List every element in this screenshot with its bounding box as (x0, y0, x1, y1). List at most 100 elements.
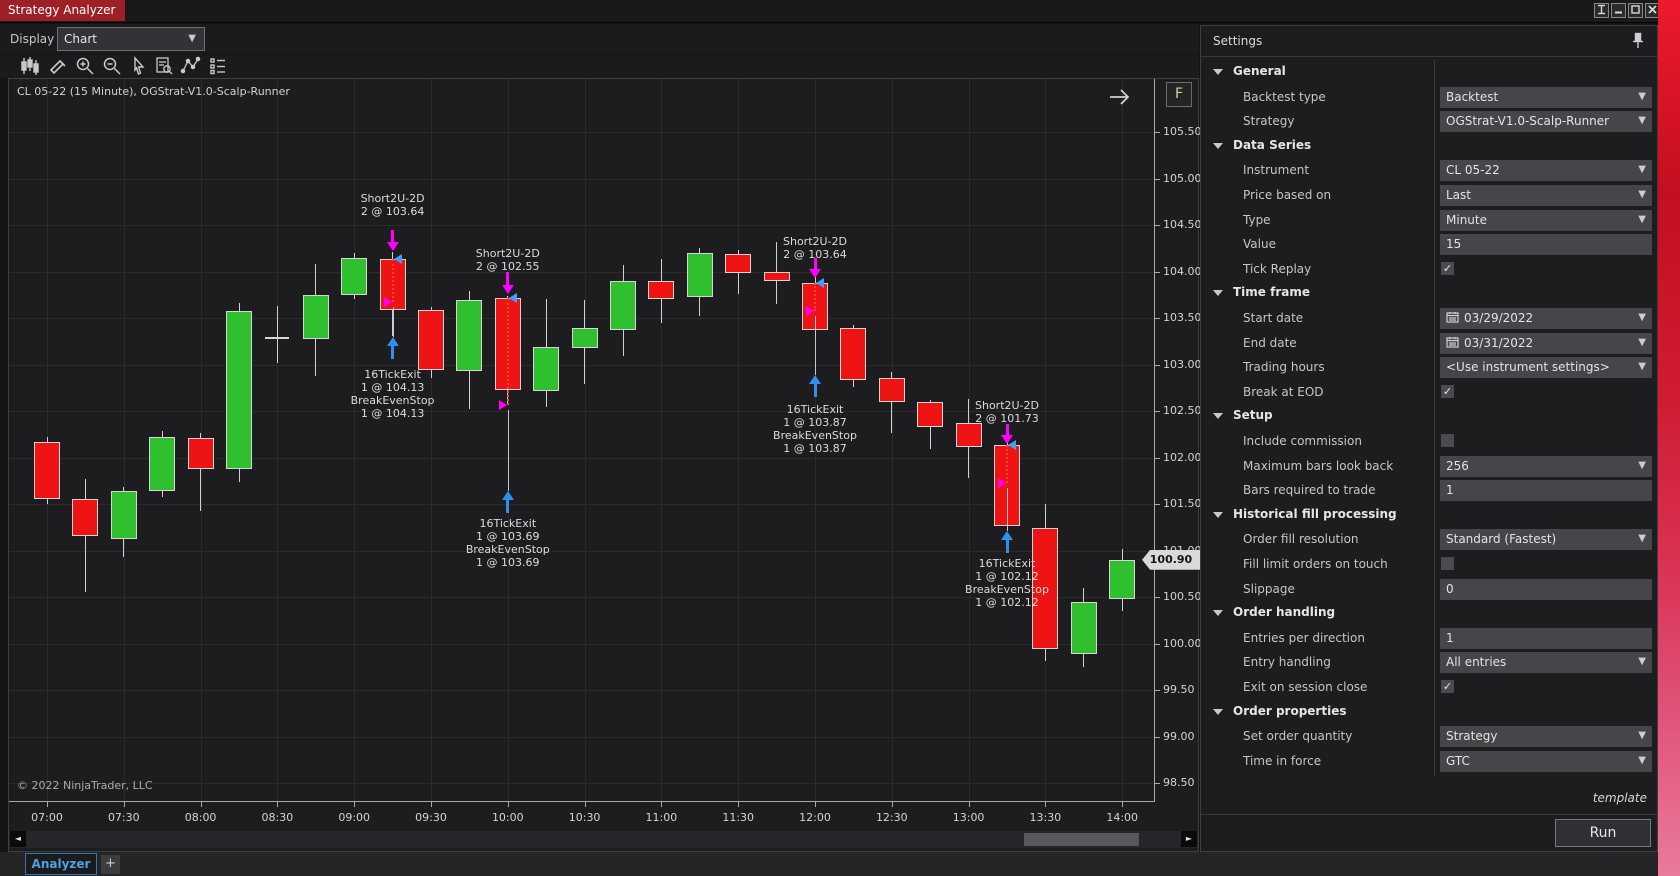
setting-input[interactable]: 0 (1440, 578, 1652, 600)
scroll-right-icon[interactable]: ► (1181, 831, 1197, 847)
candle-down[interactable] (955, 423, 982, 448)
setting-value: <Use instrument settings> (1446, 360, 1610, 375)
x-axis-label: 14:00 (1106, 811, 1139, 824)
zoom-out-icon[interactable] (100, 56, 124, 77)
setting-value: 03/31/2022 (1464, 335, 1534, 350)
setting-dropdown[interactable]: <Use instrument settings> ▼ (1440, 357, 1652, 379)
gridline-horizontal (9, 504, 1154, 505)
setting-checkbox[interactable] (1441, 557, 1454, 570)
link-icon[interactable] (1594, 3, 1609, 18)
indicator-icon[interactable] (179, 56, 203, 77)
candle-up[interactable] (1070, 601, 1097, 654)
template-link[interactable]: template (1592, 791, 1647, 805)
candle-up[interactable] (302, 294, 329, 340)
setting-dropdown[interactable]: Strategy ▼ (1440, 726, 1652, 748)
candle-down[interactable] (187, 437, 214, 469)
candle-doji[interactable] (265, 336, 290, 339)
setting-dropdown[interactable]: Standard (Fastest) ▼ (1440, 529, 1652, 551)
x-axis-tick (584, 802, 586, 807)
properties-icon[interactable] (206, 56, 230, 77)
setting-date[interactable]: 03/31/2022 ▼ (1440, 332, 1652, 354)
candle-wick (891, 371, 893, 434)
display-select[interactable]: Chart ▼ (57, 27, 205, 51)
setting-dropdown[interactable]: 256 ▼ (1440, 455, 1652, 477)
setting-dropdown[interactable]: Minute ▼ (1440, 209, 1652, 231)
setting-dropdown[interactable]: GTC ▼ (1440, 750, 1652, 772)
chevron-down-icon: ▼ (1638, 213, 1646, 225)
setting-checkbox[interactable]: ✓ (1441, 680, 1454, 693)
settings-row: Entries per direction 1 (1201, 626, 1657, 651)
settings-section-header[interactable]: Data Series (1201, 134, 1657, 159)
entry-fill-marker-icon (393, 254, 402, 265)
setting-dropdown[interactable]: All entries ▼ (1440, 652, 1652, 674)
x-axis-label: 13:00 (952, 811, 985, 824)
settings-section-header[interactable]: Historical fill processing (1201, 503, 1657, 528)
candle-up[interactable] (456, 300, 483, 371)
gridline-horizontal (9, 318, 1154, 319)
scroll-left-icon[interactable]: ◄ (10, 831, 26, 847)
candle-down[interactable] (878, 378, 905, 402)
settings-row: Order fill resolution Standard (Fastest) ▼ (1201, 527, 1657, 552)
chevron-down-icon: ▼ (1638, 115, 1646, 127)
setting-dropdown[interactable]: OGStrat-V1.0-Scalp-Runner ▼ (1440, 111, 1652, 133)
exit-up-arrow-icon (386, 336, 399, 346)
setting-dropdown[interactable]: Last ▼ (1440, 185, 1652, 206)
candle-down[interactable] (763, 272, 790, 281)
add-tab-button[interactable]: + (101, 855, 120, 874)
candle-down[interactable] (648, 280, 675, 300)
setting-label: Backtest type (1243, 89, 1326, 104)
setting-checkbox[interactable]: ✓ (1441, 261, 1454, 275)
candle-up[interactable] (110, 490, 137, 540)
setting-label: Tick Replay (1243, 261, 1312, 276)
candle-down[interactable] (72, 499, 99, 536)
settings-section-header[interactable]: Setup (1201, 404, 1657, 429)
candle-down[interactable] (1032, 528, 1059, 650)
candle-up[interactable] (341, 257, 368, 295)
setting-dropdown[interactable]: Backtest ▼ (1440, 86, 1652, 108)
horizontal-scrollbar[interactable]: ◄ ► (9, 831, 1198, 848)
tab-analyzer[interactable]: Analyzer (25, 853, 97, 875)
setting-date[interactable]: 03/29/2022 ▼ (1440, 308, 1652, 329)
setting-checkbox[interactable]: ✓ (1441, 384, 1454, 398)
candle-down[interactable] (34, 441, 60, 500)
candle-down[interactable] (917, 401, 944, 427)
minimize-icon[interactable] (1611, 3, 1626, 18)
candle-up[interactable] (149, 437, 176, 491)
pin-icon[interactable] (1631, 32, 1645, 54)
y-axis-line (1154, 79, 1155, 802)
draw-icon[interactable] (46, 56, 70, 77)
desktop-wallpaper-strip (1658, 0, 1680, 876)
gridline-vertical (1122, 79, 1124, 801)
setting-input[interactable]: 15 (1440, 234, 1652, 256)
candle-up[interactable] (533, 346, 560, 392)
setting-input[interactable]: 1 (1440, 627, 1652, 649)
fixed-scale-button[interactable]: F (1166, 82, 1192, 107)
zoom-in-icon[interactable] (73, 56, 97, 77)
maximize-icon[interactable] (1628, 3, 1643, 18)
cursor-icon[interactable] (126, 56, 150, 77)
x-axis-tick (815, 802, 816, 807)
settings-section-header[interactable]: General (1201, 60, 1657, 85)
y-axis-label: 101.50 (1163, 497, 1202, 510)
scrollbar-thumb[interactable] (1024, 833, 1139, 846)
candle-up[interactable] (226, 310, 252, 469)
pan-right-arrow-icon[interactable] (1107, 87, 1133, 111)
candle-up[interactable] (610, 280, 636, 331)
gridline-horizontal (9, 690, 1154, 691)
candle-up[interactable] (571, 328, 598, 348)
settings-section-header[interactable]: Order handling (1201, 601, 1657, 626)
candle-down[interactable] (725, 253, 752, 274)
setting-dropdown[interactable]: CL 05-22 ▼ (1440, 160, 1652, 182)
candle-down[interactable] (840, 328, 867, 381)
setting-checkbox[interactable] (1441, 434, 1454, 447)
candle-up[interactable] (686, 252, 713, 297)
settings-section-header[interactable]: Time frame (1201, 281, 1657, 306)
candle-up[interactable] (1109, 559, 1136, 599)
chart-plot-area[interactable]: 07:00 07:30 08:00 08:30 09:00 09:30 10:00 10:30… (9, 79, 1202, 831)
setting-input[interactable]: 1 (1440, 480, 1652, 502)
run-button[interactable]: Run (1555, 819, 1651, 847)
settings-section-header[interactable]: Order properties (1201, 700, 1657, 725)
chart-type-icon[interactable] (18, 56, 42, 77)
candle-down[interactable] (418, 309, 444, 371)
data-box-icon[interactable] (152, 56, 176, 77)
